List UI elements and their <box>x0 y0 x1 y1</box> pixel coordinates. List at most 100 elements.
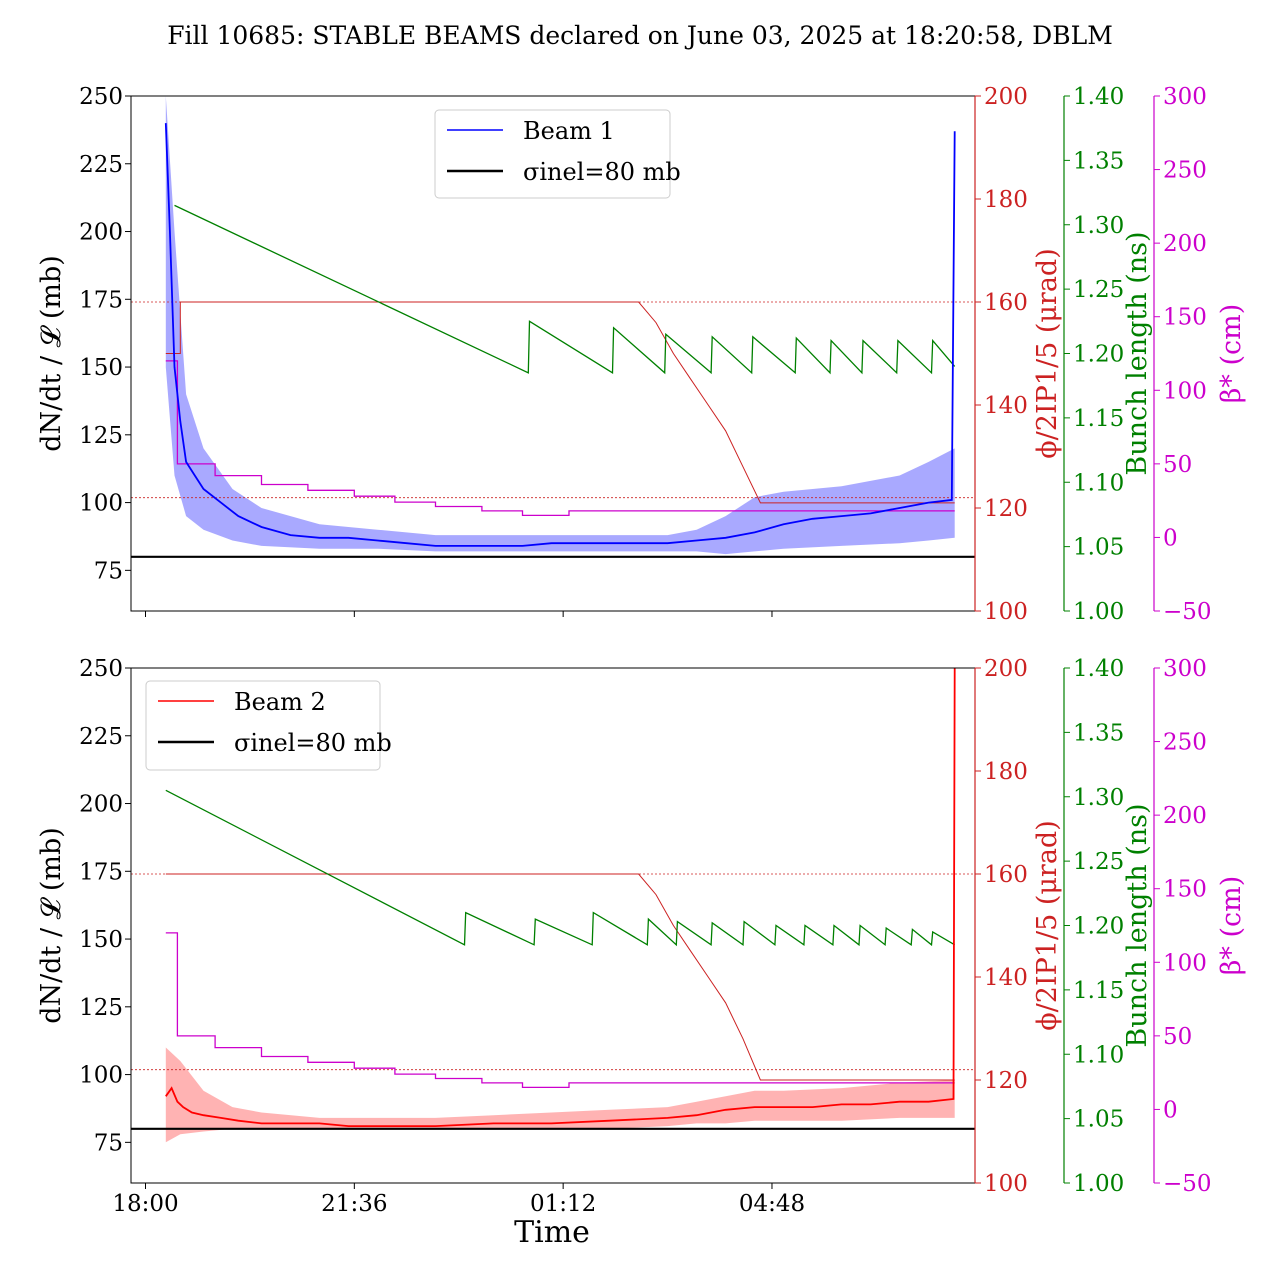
beta-star-axis-tick-label: 250 <box>1163 730 1207 756</box>
beta-star-axis-tick-label: 200 <box>1163 803 1207 829</box>
y-tick-label: 100 <box>79 1063 123 1089</box>
crossing-angle-line <box>165 873 955 1081</box>
bunch-length-axis-tick-label: 1.35 <box>1073 148 1124 174</box>
crossing-angle-axis-tick-label: 140 <box>984 965 1028 991</box>
y-tick-label: 175 <box>79 859 123 885</box>
y-tick-label: 225 <box>79 724 123 750</box>
figure-title: Fill 10685: STABLE BEAMS declared on Jun… <box>167 21 1113 50</box>
beam-luminosity-line <box>165 668 956 1127</box>
crossing-angle-axis-tick-label: 180 <box>984 187 1028 213</box>
beta-star-axis-tick-label: 50 <box>1163 452 1192 478</box>
beta-star-axis-tick-label: −50 <box>1163 1171 1212 1197</box>
left-axis-title-text: dN/dt / 𝓛 (mb) <box>36 255 67 452</box>
bunch-length-axis-title: Bunch length (ns) <box>1122 803 1153 1047</box>
crossing-angle-axis-tick-label: 120 <box>984 496 1028 522</box>
y-tick-label: 125 <box>79 995 123 1021</box>
y-tick-label: 150 <box>79 355 123 381</box>
beta-star-axis-tick-label: 50 <box>1163 1024 1192 1050</box>
beta-star-line <box>165 360 955 517</box>
crossing-angle-axis-title-text: ϕ/2IP1/5 (μrad) <box>1032 820 1063 1030</box>
bunch-length-axis-title-text: Bunch length (ns) <box>1122 231 1153 475</box>
legend-reference-label: σinel=80 mb <box>523 158 681 186</box>
top-panel: 75 100 125 150 175 200 225 250 100 120 140 160 180 20… <box>36 84 1247 625</box>
x-axis-title: Time <box>514 1215 590 1250</box>
bunch-length-axis-tick-label: 1.20 <box>1073 914 1124 940</box>
crossing-angle-axis-tick-label: 200 <box>984 656 1028 682</box>
crossing-angle-axis-title: ϕ/2IP1/5 (μrad) <box>1032 820 1063 1030</box>
y-tick-label: 150 <box>79 927 123 953</box>
bunch-length-axis-tick-label: 1.25 <box>1073 277 1124 303</box>
bunch-length-axis-tick-label: 1.25 <box>1073 849 1124 875</box>
bunch-length-axis-tick-label: 1.10 <box>1073 470 1124 496</box>
bunch-length-axis-tick-label: 1.40 <box>1073 84 1124 110</box>
bunch-length-axis-tick-label: 1.05 <box>1073 1107 1124 1133</box>
bunch-length-line <box>165 789 956 947</box>
beta-star-axis-tick-label: 150 <box>1163 305 1207 331</box>
crossing-angle-axis-tick-label: 160 <box>984 290 1028 316</box>
beta-star-axis-title: β* (cm) <box>1216 304 1247 403</box>
legend-box <box>145 680 381 771</box>
bunch-length-line <box>174 204 956 375</box>
beam-uncertainty-band <box>165 1047 955 1143</box>
beta-star-axis-tick-label: 100 <box>1163 950 1207 976</box>
beam-luminosity-line <box>164 123 956 547</box>
y-tick-label: 200 <box>79 220 123 246</box>
crossing-angle-axis-tick-label: 140 <box>984 393 1028 419</box>
bunch-length-axis-title: Bunch length (ns) <box>1122 231 1153 475</box>
y-tick-label: 125 <box>79 423 123 449</box>
legend-reference-label: σinel=80 mb <box>234 729 392 757</box>
legend-beam-label: Beam 1 <box>523 117 615 145</box>
bunch-length-axis-tick-label: 1.15 <box>1073 406 1124 432</box>
beta-star-axis-tick-label: 0 <box>1163 1097 1178 1123</box>
y-tick-label: 200 <box>79 792 123 818</box>
left-axis-title-text: dN/dt / 𝓛 (mb) <box>36 827 67 1024</box>
crossing-angle-axis-tick-label: 180 <box>984 759 1028 785</box>
x-tick-label: 18:00 <box>112 1191 178 1217</box>
left-axis-title: dN/dt / 𝓛 (mb) <box>36 827 67 1024</box>
bottom-panel: 75 100 125 150 175 200 225 250 18:00 21:36 01:12 04… <box>36 656 1247 1217</box>
x-tick-label: 21:36 <box>321 1191 387 1217</box>
crossing-angle-axis-tick-label: 100 <box>984 599 1028 625</box>
bunch-length-axis-title-text: Bunch length (ns) <box>1122 803 1153 1047</box>
bunch-length-axis-tick-label: 1.40 <box>1073 656 1124 682</box>
bunch-length-axis-tick-label: 1.35 <box>1073 720 1124 746</box>
crossing-angle-axis-tick-label: 200 <box>984 84 1028 110</box>
bunch-length-axis-tick-label: 1.30 <box>1073 213 1124 239</box>
bunch-length-axis-tick-label: 1.00 <box>1073 599 1124 625</box>
legend-beam-label: Beam 2 <box>234 688 326 716</box>
bunch-length-axis-tick-label: 1.15 <box>1073 978 1124 1004</box>
beta-star-axis-tick-label: 300 <box>1163 84 1207 110</box>
y-tick-label: 225 <box>79 152 123 178</box>
beta-star-axis-tick-label: −50 <box>1163 599 1212 625</box>
beam-uncertainty-band <box>165 96 955 555</box>
crossing-angle-axis-title-text: ϕ/2IP1/5 (μrad) <box>1032 248 1063 458</box>
crossing-angle-axis-tick-label: 100 <box>984 1171 1028 1197</box>
bunch-length-axis-tick-label: 1.20 <box>1073 342 1124 368</box>
beta-star-axis-tick-label: 150 <box>1163 877 1207 903</box>
beta-star-line <box>165 932 955 1089</box>
y-tick-label: 175 <box>79 287 123 313</box>
x-tick-label: 04:48 <box>739 1191 805 1217</box>
beta-star-axis-tick-label: 200 <box>1163 231 1207 257</box>
crossing-angle-line <box>165 301 955 504</box>
beta-star-axis-tick-label: 100 <box>1163 378 1207 404</box>
bunch-length-axis-tick-label: 1.10 <box>1073 1042 1124 1068</box>
beta-star-axis-title: β* (cm) <box>1216 876 1247 975</box>
beta-star-axis-title-text: β* (cm) <box>1216 876 1247 975</box>
crossing-angle-axis-title: ϕ/2IP1/5 (μrad) <box>1032 248 1063 458</box>
y-tick-label: 100 <box>79 491 123 517</box>
beta-star-axis-title-text: β* (cm) <box>1216 304 1247 403</box>
beta-star-axis-tick-label: 300 <box>1163 656 1207 682</box>
bunch-length-axis-tick-label: 1.30 <box>1073 785 1124 811</box>
beta-star-axis-tick-label: 250 <box>1163 158 1207 184</box>
y-tick-label: 75 <box>94 1130 123 1156</box>
bunch-length-axis-tick-label: 1.00 <box>1073 1171 1124 1197</box>
plot-area <box>131 668 975 1143</box>
crossing-angle-axis-tick-label: 120 <box>984 1068 1028 1094</box>
crossing-angle-axis-tick-label: 160 <box>984 862 1028 888</box>
left-axis-title: dN/dt / 𝓛 (mb) <box>36 255 67 452</box>
y-tick-label: 250 <box>79 84 123 110</box>
x-tick-label: 01:12 <box>530 1191 596 1217</box>
y-tick-label: 250 <box>79 656 123 682</box>
